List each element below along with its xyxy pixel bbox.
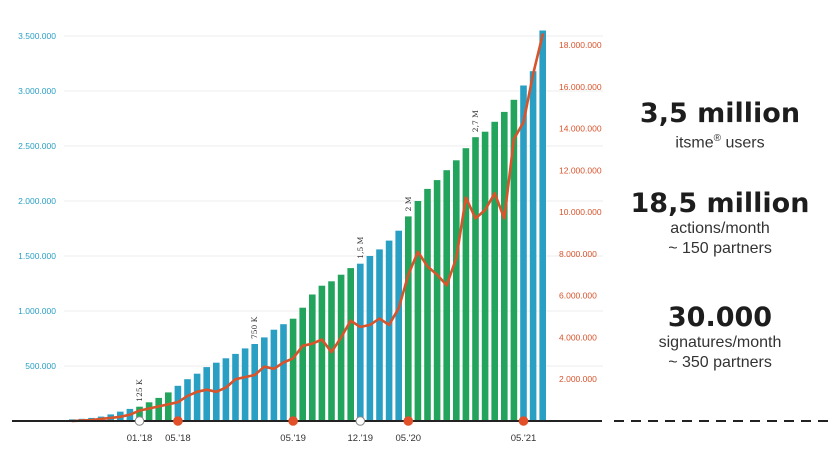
left-tick-label: 2.000.000: [18, 196, 56, 206]
bar: [376, 249, 383, 421]
users-value: 3,5 million: [639, 98, 801, 129]
bar-annotation: 750 K: [250, 316, 259, 339]
bar: [136, 406, 143, 421]
bar: [424, 188, 431, 421]
left-tick-label: 1.500.000: [18, 251, 56, 261]
bar: [309, 294, 316, 421]
x-tick-label: 12.'19: [348, 433, 374, 444]
signatures-stat: 30.000 signatures/month ~ 350 partners: [610, 303, 830, 373]
bar: [501, 111, 508, 422]
bar: [385, 240, 393, 421]
bar: [433, 180, 441, 421]
right-tick-label: 10.000.000: [559, 207, 602, 217]
right-tick-label: 12.000.000: [559, 165, 602, 175]
bar: [472, 137, 479, 421]
right-tick-label: 18.000.000: [559, 40, 602, 50]
left-tick-label: 500.000: [25, 361, 56, 371]
left-tick-label: 3.000.000: [18, 86, 56, 96]
bar: [261, 337, 268, 421]
x-marker: [403, 416, 414, 426]
actions-partners: ~ 150 partners: [668, 240, 772, 257]
bar: [481, 131, 489, 421]
bar: [520, 85, 527, 421]
bar: [453, 160, 460, 422]
right-tick-label: 6.000.000: [559, 291, 597, 301]
right-tick-label: 2.000.000: [559, 374, 597, 384]
bar: [443, 170, 450, 421]
bar: [357, 263, 364, 421]
bar: [145, 402, 153, 421]
x-tick-label: 01.'18: [127, 433, 153, 444]
signatures-value: 30.000: [667, 302, 773, 333]
signatures-label: signatures/month: [658, 334, 782, 351]
bar: [414, 201, 422, 421]
right-tick-label: 8.000.000: [559, 249, 597, 259]
bar: [299, 307, 306, 421]
x-marker: [355, 416, 366, 426]
bar: [232, 353, 239, 421]
actions-value: 18,5 million: [630, 188, 810, 219]
bar: [241, 348, 249, 421]
x-marker: [134, 416, 145, 426]
bar: [395, 230, 402, 421]
x-tick-label: 05.'21: [511, 433, 537, 444]
left-tick-label: 3.500.000: [18, 31, 56, 41]
actions-label: actions/month: [670, 220, 770, 237]
bar: [337, 274, 345, 421]
bar: [251, 344, 258, 421]
right-tick-label: 16.000.000: [559, 82, 602, 92]
bar: [280, 324, 287, 421]
bar: [270, 329, 278, 421]
signatures-partners: ~ 350 partners: [668, 354, 772, 371]
bar: [529, 71, 537, 421]
bar: [318, 285, 326, 421]
bar: [539, 30, 546, 421]
x-tick-label: 05.'20: [396, 433, 422, 444]
x-marker: [518, 416, 529, 426]
users-label: itsme® users: [675, 133, 765, 152]
bar-annotation: 2 M: [404, 196, 413, 211]
bar: [405, 216, 412, 421]
actions-stat: 18,5 million actions/month ~ 150 partner…: [610, 189, 830, 259]
bar: [193, 373, 201, 421]
left-tick-label: 2.500.000: [18, 141, 56, 151]
x-tick-label: 05.'18: [165, 433, 191, 444]
bar: [491, 121, 498, 422]
right-tick-label: 4.000.000: [559, 332, 597, 342]
bar-annotation: 2,7 M: [471, 110, 480, 132]
x-marker: [173, 416, 183, 426]
bar: [203, 367, 210, 421]
bar: [510, 99, 518, 422]
bar: [222, 358, 230, 421]
bar: [184, 379, 191, 421]
bar: [165, 392, 172, 421]
left-tick-label: 1.000.000: [18, 306, 56, 316]
bar: [462, 148, 470, 421]
bar: [347, 268, 354, 421]
x-marker: [288, 416, 298, 426]
bar: [155, 397, 162, 421]
bar: [366, 256, 374, 421]
bar: [289, 318, 297, 421]
bar-annotation: 1,5 M: [356, 236, 365, 258]
actions-line: [71, 33, 545, 423]
users-stat: 3,5 million itsme® users: [610, 99, 830, 153]
right-tick-label: 14.000.000: [559, 124, 602, 134]
bar-annotation: 125 K: [135, 379, 144, 402]
x-tick-label: 05.'19: [280, 433, 306, 444]
